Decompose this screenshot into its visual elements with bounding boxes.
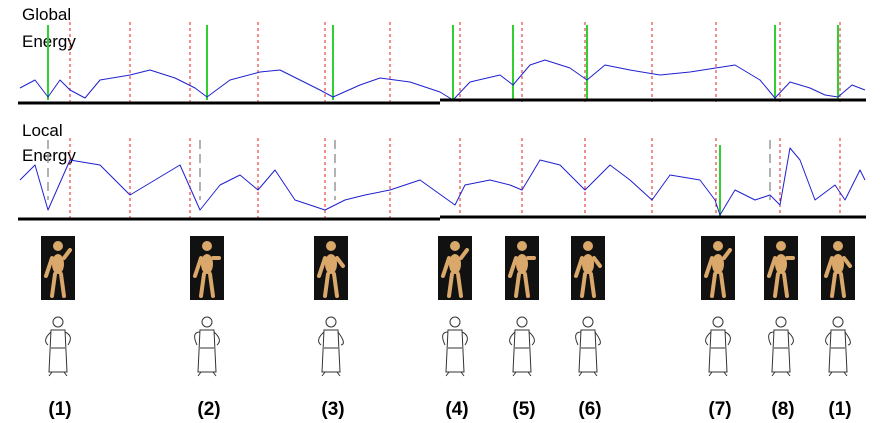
- sketch-arms: [195, 332, 220, 345]
- sketch-feet: [49, 372, 67, 376]
- keyframe: [190, 236, 224, 376]
- puppet-head: [713, 241, 723, 251]
- global-label: Energy: [22, 32, 76, 51]
- puppet-body: [325, 254, 337, 274]
- sketch-head: [450, 317, 460, 327]
- sketch-robe: [772, 330, 790, 372]
- local-curve: [20, 148, 865, 215]
- keyframe-label: (6): [578, 399, 601, 420]
- sketch-robe: [579, 330, 597, 372]
- puppet-head: [833, 241, 843, 251]
- sketch-robe: [829, 330, 847, 372]
- sketch-head: [53, 317, 63, 327]
- keyframe-label: (5): [512, 399, 535, 420]
- keyframe-label: (2): [197, 399, 220, 420]
- keyframe: [314, 236, 348, 376]
- puppet-body: [832, 254, 844, 274]
- sketch-head: [326, 317, 336, 327]
- sketch-arms: [510, 332, 535, 345]
- sketch-head: [517, 317, 527, 327]
- keyframe-label: (3): [321, 399, 344, 420]
- sketch-robe: [198, 330, 216, 372]
- sketch-feet: [772, 372, 790, 376]
- sketch-head: [583, 317, 593, 327]
- keyframe: [571, 236, 605, 376]
- sketch-feet: [579, 372, 597, 376]
- sketch-feet: [709, 372, 727, 376]
- puppet-head: [776, 241, 786, 251]
- puppet-head: [450, 241, 460, 251]
- sketch-robe: [49, 330, 67, 372]
- local-label: Energy: [22, 146, 76, 165]
- puppet-body: [712, 254, 724, 274]
- puppet-head: [53, 241, 63, 251]
- sketch-head: [776, 317, 786, 327]
- sketch-feet: [829, 372, 847, 376]
- puppet-body: [52, 254, 64, 274]
- figures: (1) (2) (3) (4) (5) (6) (7) (8) (1): [41, 236, 855, 420]
- sketch-robe: [709, 330, 727, 372]
- puppet-head: [517, 241, 527, 251]
- puppet-body: [775, 254, 787, 274]
- puppet-head: [202, 241, 212, 251]
- puppet-head: [326, 241, 336, 251]
- sketch-arms: [706, 332, 731, 345]
- puppet-body: [582, 254, 594, 274]
- sketch-robe: [513, 330, 531, 372]
- figure: Global Energy Local Energy (1)(2)(3)(4)(…: [0, 0, 881, 423]
- sketch-arms: [443, 332, 468, 345]
- markers: [48, 22, 840, 218]
- puppet-body: [201, 254, 213, 274]
- sketch-arms: [319, 332, 344, 345]
- sketch-feet: [446, 372, 464, 376]
- sketch-robe: [446, 330, 464, 372]
- puppet-body: [516, 254, 528, 274]
- global-curve: [20, 60, 865, 100]
- keyframe-label: (1): [48, 399, 71, 420]
- keyframe-label: (1): [828, 399, 851, 420]
- sketch-arms: [46, 332, 71, 345]
- local-label: Local: [22, 121, 63, 140]
- sketch-head: [202, 317, 212, 327]
- keyframe: [41, 236, 75, 376]
- keyframe-label: (8): [771, 399, 794, 420]
- keyframe-label: (4): [445, 399, 468, 420]
- sketch-head: [833, 317, 843, 327]
- puppet-body: [449, 254, 461, 274]
- sketch-arms: [576, 332, 601, 345]
- sketch-feet: [322, 372, 340, 376]
- puppet-head: [583, 241, 593, 251]
- sketch-robe: [322, 330, 340, 372]
- keyframe: [505, 236, 539, 376]
- sketch-arms: [769, 332, 794, 345]
- keyframe: [821, 236, 855, 376]
- keyframe-label: (7): [708, 399, 731, 420]
- sketch-feet: [198, 372, 216, 376]
- keyframe: [701, 236, 735, 376]
- sketch-arms: [826, 332, 851, 345]
- global-label: Global: [22, 5, 71, 24]
- keyframe: [764, 236, 798, 376]
- keyframe: [438, 236, 472, 376]
- sketch-feet: [513, 372, 531, 376]
- sketch-head: [713, 317, 723, 327]
